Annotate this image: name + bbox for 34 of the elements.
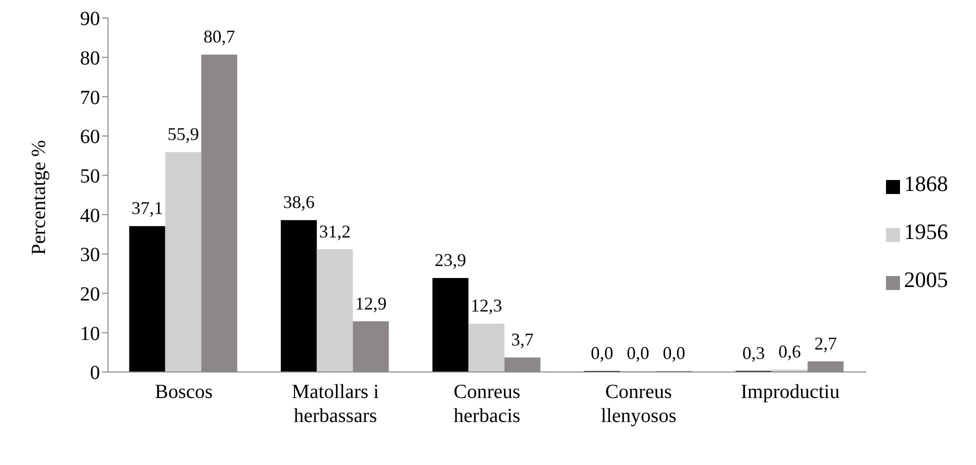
data-label: 12,3 (470, 296, 502, 316)
legend-label: 1868 (904, 170, 948, 196)
data-label: 0,0 (590, 343, 614, 363)
y-tick-label: 50 (80, 165, 100, 188)
data-label: 80,7 (203, 26, 235, 47)
y-tick-label: 60 (80, 126, 100, 148)
y-tick-label: 80 (80, 47, 100, 70)
y-tick-label: 10 (80, 322, 100, 345)
data-label: 55,9 (167, 124, 199, 144)
x-tick-label: Boscos (154, 381, 213, 403)
data-label: 38,6 (283, 192, 315, 212)
y-tick-label: 0 (90, 362, 100, 384)
data-label: 0,3 (742, 342, 765, 363)
y-tick-label: 40 (80, 204, 100, 227)
data-label: 23,9 (434, 250, 466, 270)
x-tick-label: Conreus llenyosos (600, 381, 677, 427)
y-tick-label: 90 (80, 8, 100, 30)
data-label: 2,7 (814, 333, 837, 354)
data-label: 31,2 (319, 221, 351, 242)
y-axis-title: Percentatge % (28, 140, 50, 255)
x-tick-label: Improductiu (740, 381, 840, 403)
x-tick-label: Conreus herbacis (454, 381, 521, 427)
y-tick-label: 20 (80, 283, 100, 306)
data-label: 37,1 (131, 198, 163, 218)
x-tick-label: Matollars i herbassars (292, 381, 380, 427)
legend-label: 2005 (904, 266, 948, 292)
data-label: 0,6 (778, 342, 801, 362)
y-tick-label: 30 (80, 244, 100, 266)
legend-label: 1956 (904, 218, 948, 244)
data-label: 0,0 (662, 343, 686, 363)
data-label: 3,7 (511, 329, 534, 350)
data-label: 0,0 (626, 343, 650, 363)
data-label: 12,9 (355, 293, 387, 314)
y-tick-label: 70 (80, 86, 100, 109)
